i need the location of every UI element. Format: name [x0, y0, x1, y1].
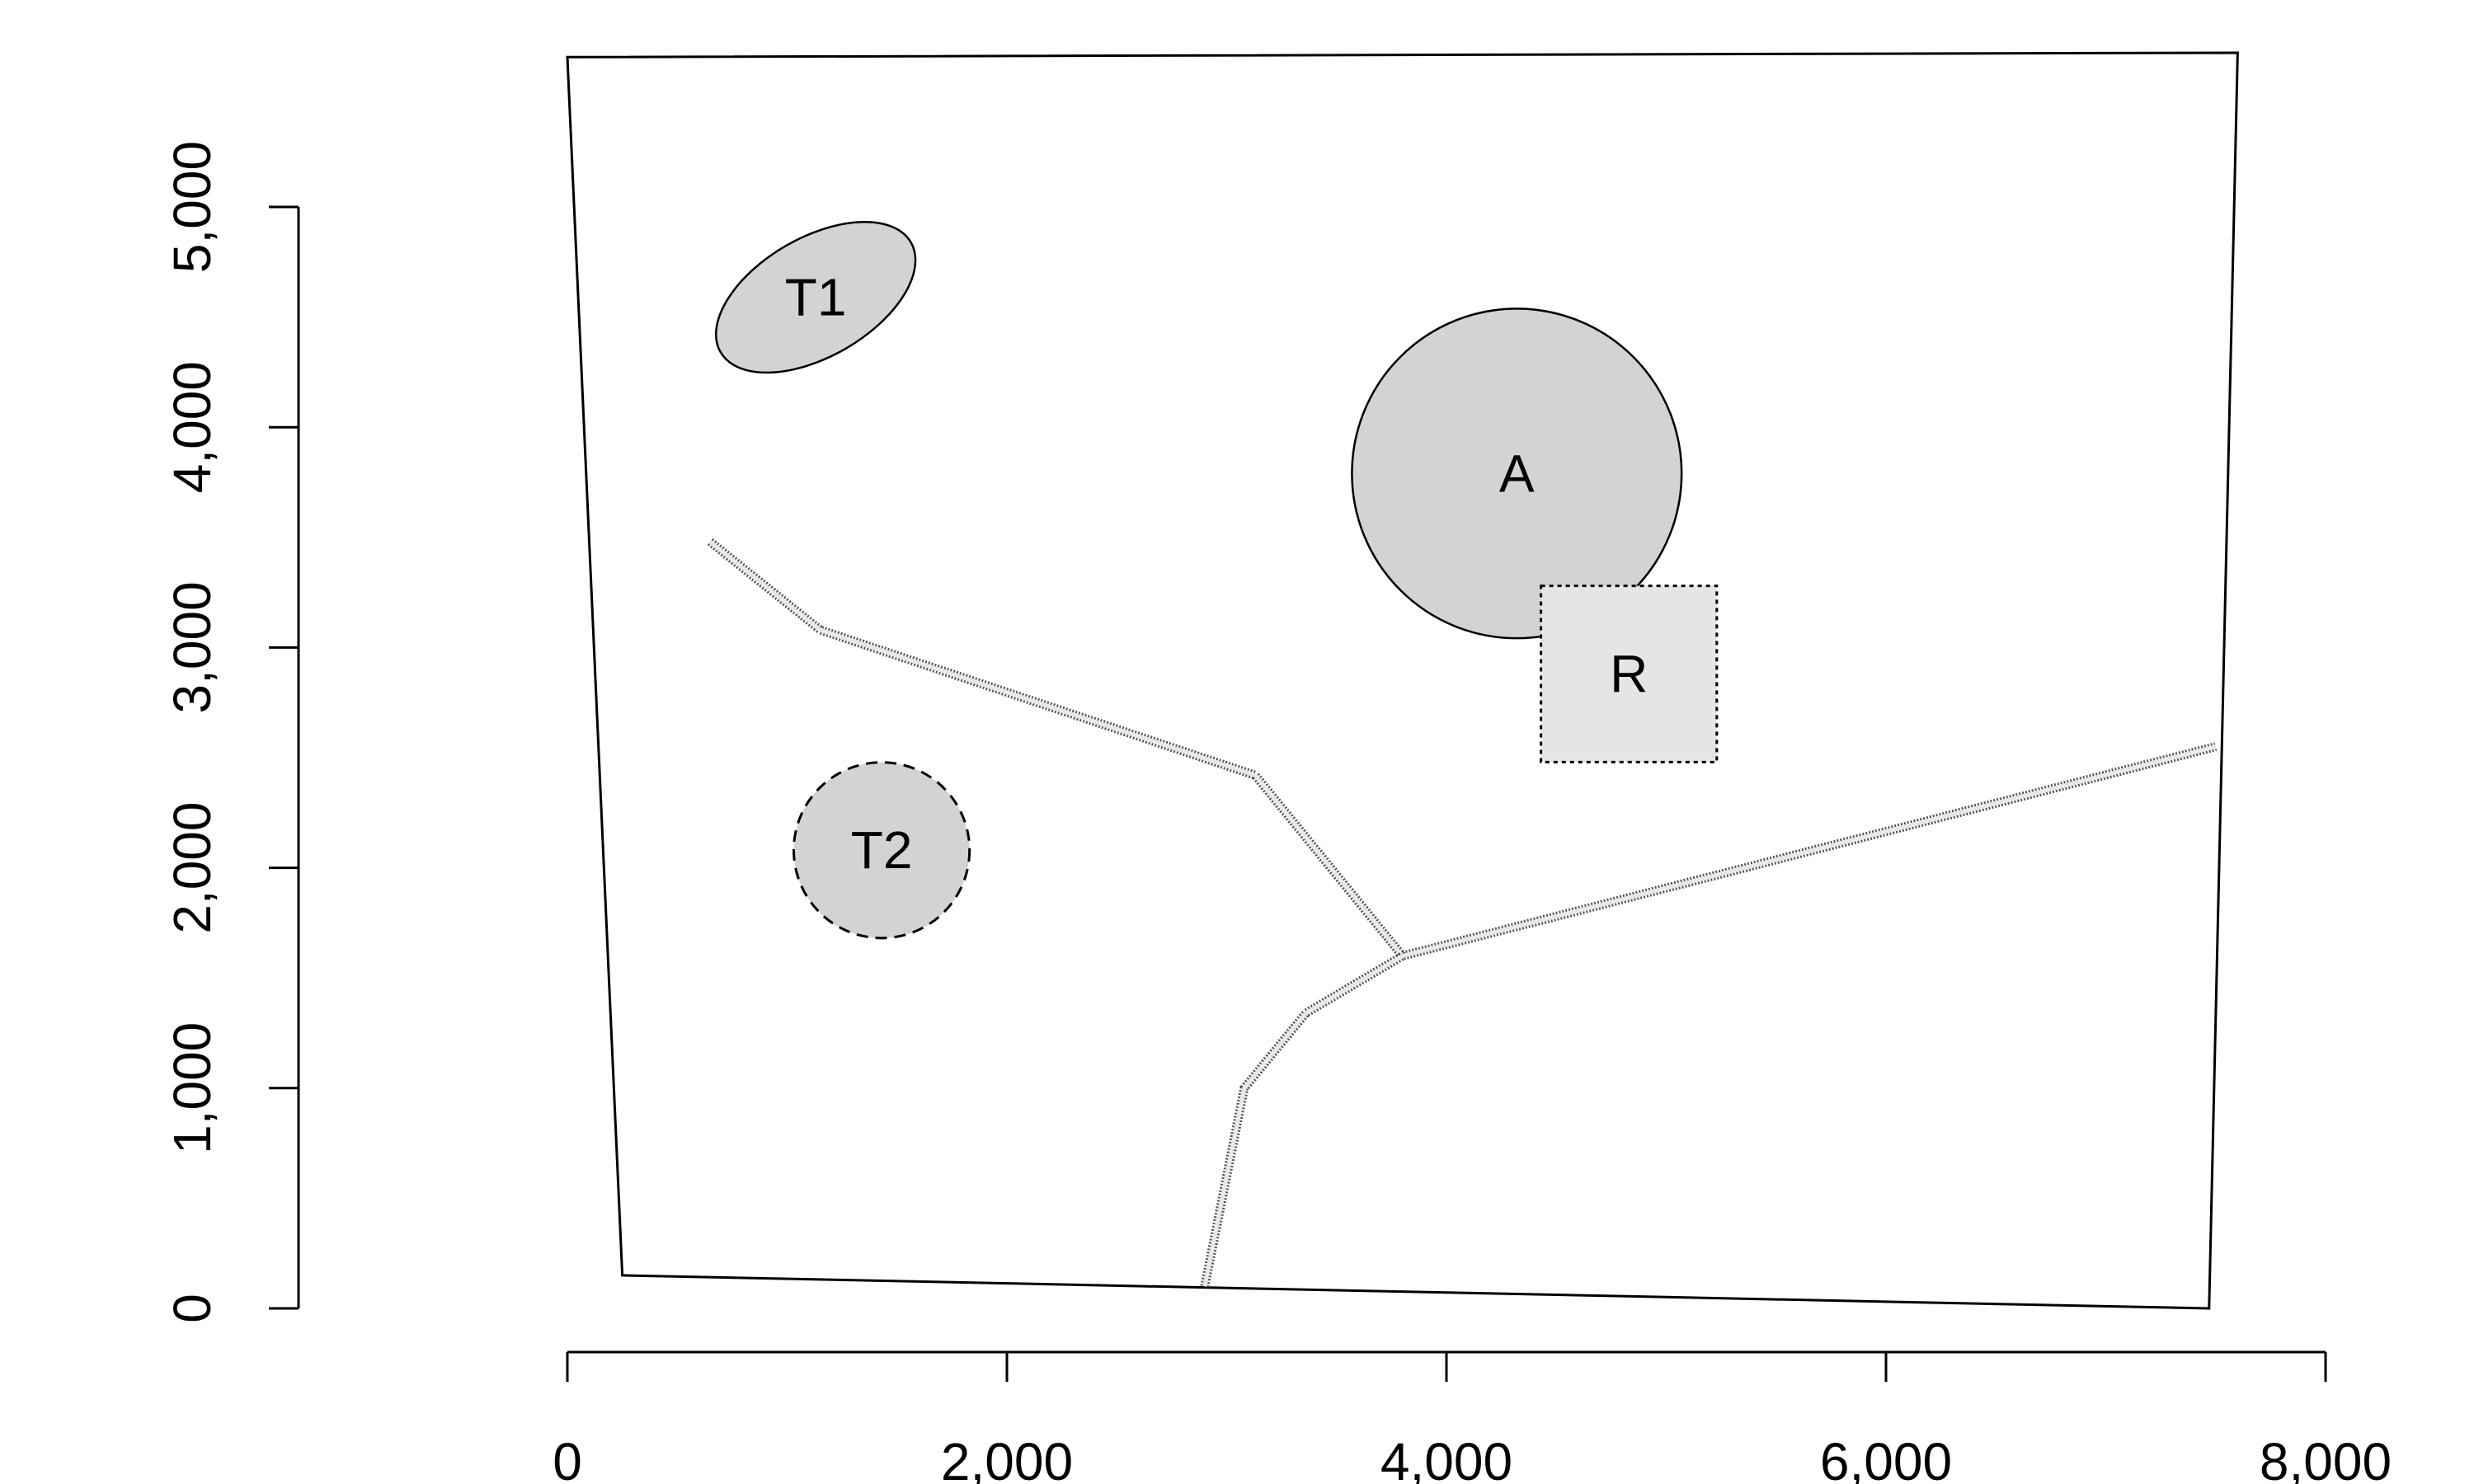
y-tick-label: 1,000: [162, 1022, 222, 1154]
features-layer: [714, 220, 1719, 940]
roads-layer: [707, 538, 2218, 1288]
y-tick-label: 4,000: [162, 361, 222, 493]
y-tick-label: 0: [162, 1294, 222, 1323]
road-2: [1202, 744, 2217, 1287]
y-tick-label: 2,000: [162, 802, 222, 934]
feature-a-label: A: [1499, 444, 1535, 503]
road-1: [708, 540, 1404, 958]
study-area-boundary: [566, 51, 2239, 1310]
x-axis: 0 2,000 4,000 6,000 8,000: [553, 1350, 2392, 1484]
road-2-casing: [1200, 742, 2218, 1288]
feature-t1-label: T1: [785, 268, 847, 327]
y-tick-label: 5,000: [162, 141, 222, 273]
feature-r-label: R: [1610, 644, 1648, 703]
feature-t2-label: T2: [851, 820, 913, 880]
labels-layer: T1 A T2 R: [785, 268, 1649, 881]
x-tick-label: 8,000: [2260, 1432, 2392, 1484]
y-tick-label: 3,000: [162, 581, 222, 713]
x-tick-label: 2,000: [941, 1432, 1073, 1484]
x-tick-label: 6,000: [1820, 1432, 1952, 1484]
y-axis: 0 1,000 2,000 3,000 4,000 5,000: [162, 141, 300, 1323]
feature-a-shape: [1351, 308, 1683, 640]
boundary-layer: [566, 51, 2239, 1310]
x-tick-label: 0: [553, 1432, 582, 1484]
x-tick-label: 4,000: [1380, 1432, 1512, 1484]
feature-t1-shape: [714, 220, 917, 374]
feature-r-shape: [1540, 585, 1719, 763]
feature-t2-shape: [792, 761, 971, 940]
